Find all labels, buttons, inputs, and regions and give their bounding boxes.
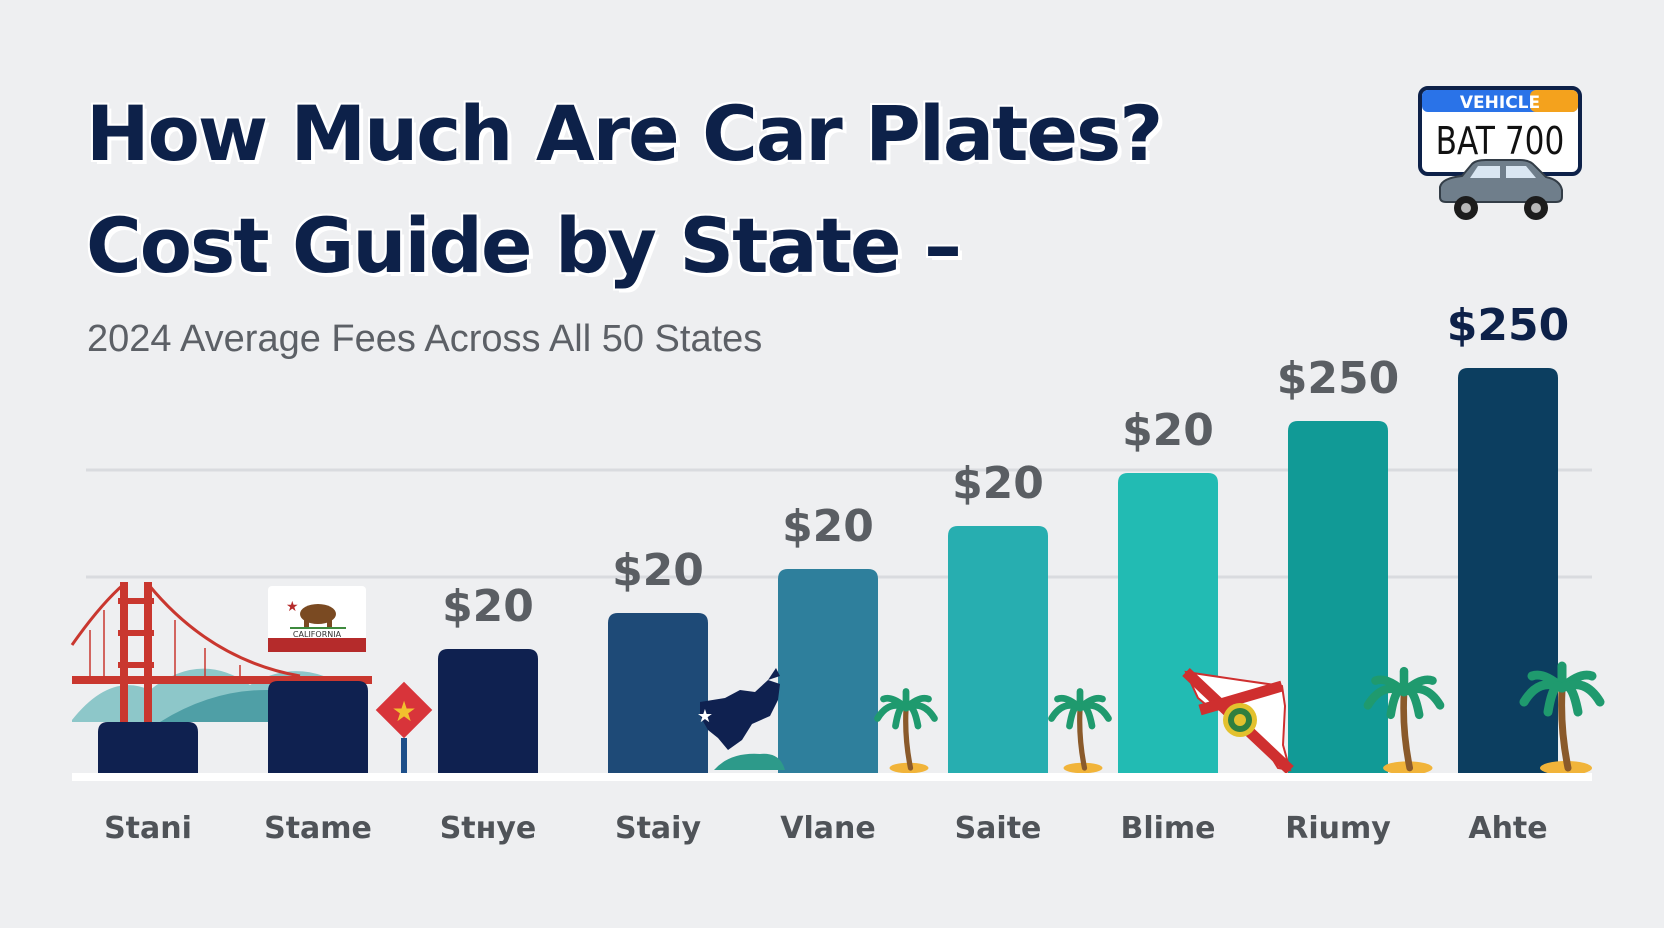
palm-tree-icon [1519,661,1605,775]
palm-tree-icon [1363,666,1445,775]
chart-baseline [72,773,1592,781]
category-label: Stнye [440,811,537,846]
title-line-2: Cost Guide by State – [86,201,962,290]
category-label: Saite [955,811,1042,846]
car-icon [1439,159,1563,220]
california-flag-icon: ★ CALIFORNIA [268,586,366,652]
bar-value-label: $20 [952,458,1044,509]
license-plate-icon: VEHICLE BAT 700 [1418,86,1582,176]
bar-value-label: $250 [1277,353,1399,404]
bar-8 [1288,421,1388,773]
category-label: Vlane [780,811,875,846]
bars: $20 $20 $20 $20 $20 $250 $250 [98,300,1605,775]
category-label: Ahte [1468,811,1547,846]
bar-1 [98,722,198,773]
plate-number: BAT 700 [1436,120,1565,164]
bar-value-label: $20 [782,501,874,552]
bar-7 [1118,473,1218,773]
bar-value-label: $20 [442,581,534,632]
bar-6 [948,526,1048,773]
bar-3 [438,649,538,773]
bar-2 [268,681,368,773]
svg-text:★: ★ [391,695,416,728]
palm-tree-icon [874,688,938,774]
svg-text:★: ★ [697,706,713,727]
bar-9 [1458,368,1558,773]
category-label: Stame [264,811,372,846]
plate-header: VEHICLE [1460,93,1540,113]
florida-flag-icon [1182,667,1294,775]
category-label: Riumy [1285,811,1391,846]
title-line-1: How Much Are Car Plates? [86,89,1163,178]
category-labels: Stani Stame Stнye Staiy Vlane Saite Blime Riumy… [104,811,1548,846]
page-subtitle: 2024 Average Fees Across All 50 States [87,318,763,360]
category-label: Stani [104,811,192,846]
bar-value-label: $250 [1447,300,1569,351]
palm-tree-icon [1048,688,1112,774]
bar-5 [778,569,878,773]
texas-map-icon: ★ [697,668,785,770]
bar-4 [608,613,708,773]
bar-value-label: $20 [612,545,704,596]
flag-caption: CALIFORNIA [293,630,342,639]
svg-text:★: ★ [286,599,299,615]
road-sign-icon: ★ [375,681,433,774]
category-label: Staiy [615,811,701,846]
category-label: Blime [1120,811,1215,846]
bar-value-label: $20 [1122,405,1214,456]
page-title: How Much Are Car Plates? Cost Guide by S… [86,78,1163,302]
